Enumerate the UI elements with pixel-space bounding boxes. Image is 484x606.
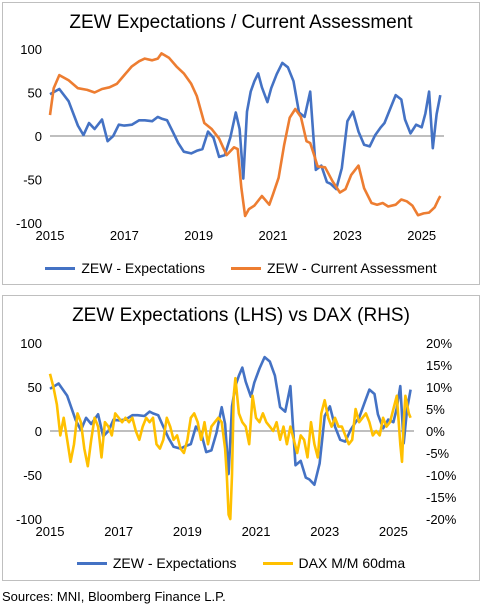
chart-title: ZEW Expectations / Current Assessment [69, 12, 413, 33]
x-tick-label: 2023 [333, 228, 362, 243]
legend-label: ZEW - Expectations [81, 260, 206, 276]
y-tick-label: -100 [16, 216, 42, 231]
y2-tick-label: 20% [426, 336, 452, 351]
y-tick-label: -50 [23, 468, 42, 483]
y-tick-label: 50 [28, 380, 42, 395]
legend-label: ZEW - Current Assessment [267, 260, 437, 276]
y2-tick-label: 15% [426, 358, 452, 373]
y-tick-label: -50 [23, 173, 42, 188]
legend-swatch-blue [45, 266, 76, 270]
x-tick-label: 2021 [242, 524, 271, 539]
x-tick-label: 2019 [173, 524, 202, 539]
y2-tick-label: -10% [426, 468, 457, 483]
legend-label: ZEW - Expectations [112, 555, 237, 571]
legend-item-dax: DAX M/M 60dma [262, 555, 406, 571]
y2-tick-label: 5% [426, 402, 445, 417]
y2-tick-label: -15% [426, 490, 457, 505]
x-tick-label: 2015 [36, 228, 65, 243]
legend-item-zew-current: ZEW - Current Assessment [231, 260, 437, 276]
series-line-dax-m-m-60dma [48, 373, 412, 521]
chart-title: ZEW Expectations (LHS) vs DAX (RHS) [72, 305, 410, 326]
y2-tick-label: -20% [426, 512, 457, 527]
legend-swatch-blue [76, 561, 107, 565]
source-note: Sources: MNI, Bloomberg Finance L.P. [2, 589, 226, 604]
y-tick-label: 50 [28, 86, 42, 101]
y-tick-label: -100 [16, 512, 42, 527]
legend-swatch-orange [231, 266, 262, 270]
legend-label: DAX M/M 60dma [298, 555, 406, 571]
x-tick-label: 2017 [110, 228, 139, 243]
series-line-zew-expectations [49, 355, 412, 486]
x-tick-label: 2015 [36, 524, 65, 539]
y-tick-label: 0 [35, 424, 42, 439]
chart-legend: ZEW - Expectations DAX M/M 60dma [3, 555, 479, 571]
legend-item-zew-expectations: ZEW - Expectations [45, 260, 205, 276]
chart-panel-expectations-current: ZEW Expectations / Current Assessment 10… [2, 2, 480, 285]
x-tick-label: 2025 [407, 228, 436, 243]
y-tick-label: 100 [20, 336, 42, 351]
y-tick-label: 100 [20, 42, 42, 57]
legend-item-zew-expectations: ZEW - Expectations [76, 555, 237, 571]
x-tick-label: 2017 [104, 524, 133, 539]
x-tick-label: 2025 [379, 524, 408, 539]
y2-tick-label: 10% [426, 380, 452, 395]
series-line-zew-current-assessment [48, 52, 442, 218]
chart-legend: ZEW - Expectations ZEW - Current Assessm… [3, 260, 479, 276]
x-tick-label: 2021 [259, 228, 288, 243]
y2-tick-label: -5% [426, 446, 450, 461]
legend-swatch-yellow [262, 561, 293, 565]
chart-panel-zew-vs-dax: ZEW Expectations (LHS) vs DAX (RHS) 100 5… [2, 295, 480, 581]
y2-tick-label: 0% [426, 424, 445, 439]
y-tick-label: 0 [35, 129, 42, 144]
x-tick-label: 2019 [184, 228, 213, 243]
series-line-zew-expectations [49, 61, 442, 191]
x-tick-label: 2023 [310, 524, 339, 539]
chart-plot: 100 50 0 -50 -100 20% 15% 10% 5% 0% -5% -10% -15% -20… [16, 336, 457, 539]
